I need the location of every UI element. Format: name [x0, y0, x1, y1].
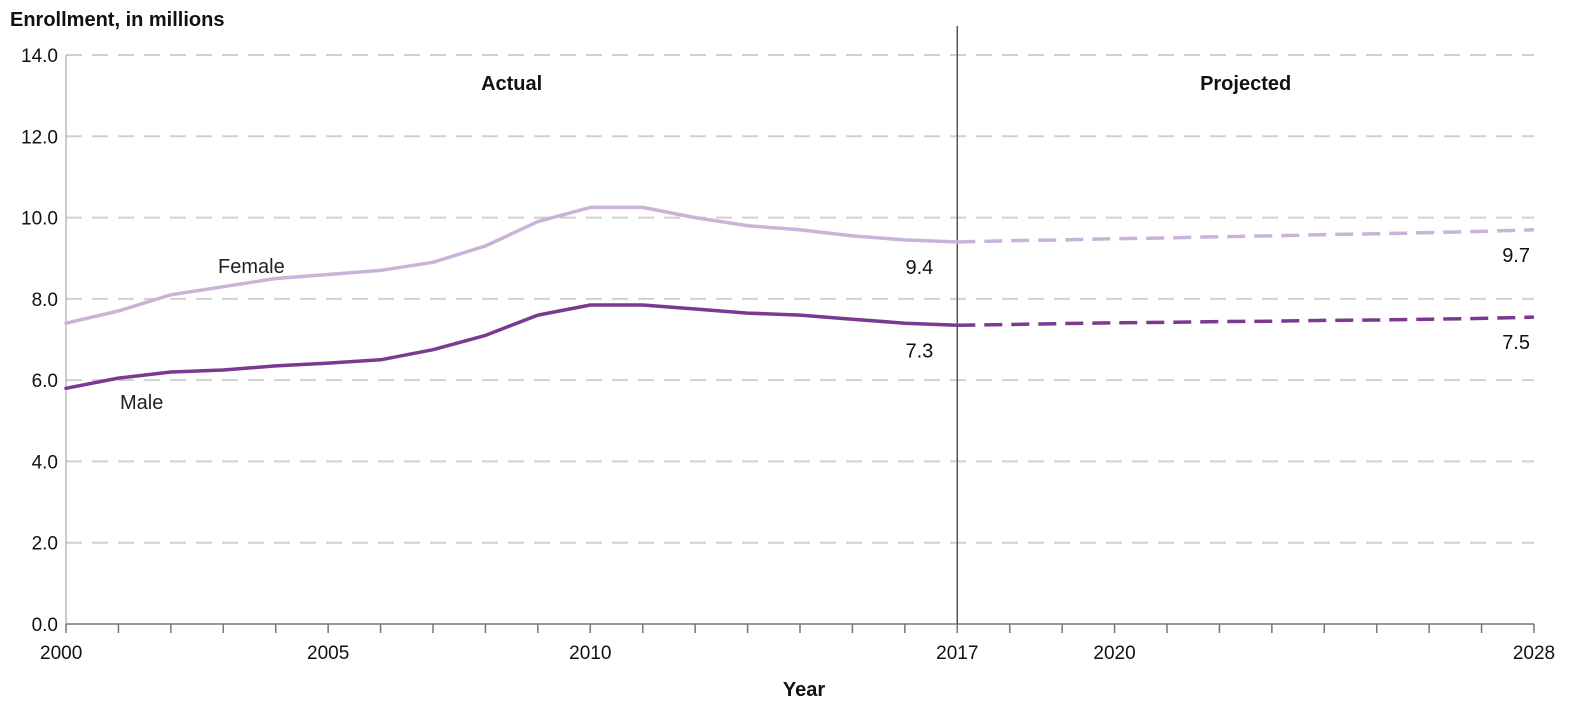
male-value-2017: 7.3	[905, 340, 933, 362]
series-lines	[64, 205, 1535, 391]
x-tick-label: 2020	[1093, 643, 1135, 664]
male-actual-line	[64, 303, 960, 391]
male-series-label: Male	[120, 392, 163, 414]
grid-lines	[66, 54, 1534, 544]
y-tick-label: 4.0	[32, 452, 58, 473]
x-tick-label: 2000	[40, 643, 82, 664]
female-projected-line	[957, 228, 1535, 244]
y-tick-label: 0.0	[32, 615, 58, 636]
section-label-actual: Actual	[481, 73, 542, 95]
male-value-2028: 7.5	[1502, 332, 1530, 354]
female-value-2017: 9.4	[905, 257, 933, 279]
y-tick-label: 12.0	[21, 127, 58, 148]
y-tick-label: 14.0	[21, 46, 58, 67]
female-actual-line	[64, 205, 960, 325]
y-tick-labels: 0.0 2.0 4.0 6.0 8.0 10.0 12.0 14.0	[21, 46, 58, 636]
y-tick-label: 8.0	[32, 290, 58, 311]
x-tick-label: 2005	[307, 643, 349, 664]
x-axis: 2000 2005 2010 2017 2020 2028	[40, 55, 1555, 664]
section-label-projected: Projected	[1200, 73, 1291, 95]
x-tick-label: 2017	[936, 643, 978, 664]
y-tick-label: 10.0	[21, 209, 58, 230]
male-projected-line	[957, 315, 1535, 328]
y-tick-label: 6.0	[32, 371, 58, 392]
x-tick-label: 2028	[1513, 643, 1555, 664]
x-axis-title: Year	[783, 679, 825, 701]
female-series-label: Female	[218, 256, 285, 278]
y-axis-title: Enrollment, in millions	[10, 9, 224, 31]
x-tick-label: 2010	[569, 643, 611, 664]
female-value-2028: 9.7	[1502, 245, 1530, 267]
annotations: Female 9.4 9.7 Male 7.3 7.5	[120, 245, 1530, 414]
y-tick-label: 2.0	[32, 534, 58, 555]
